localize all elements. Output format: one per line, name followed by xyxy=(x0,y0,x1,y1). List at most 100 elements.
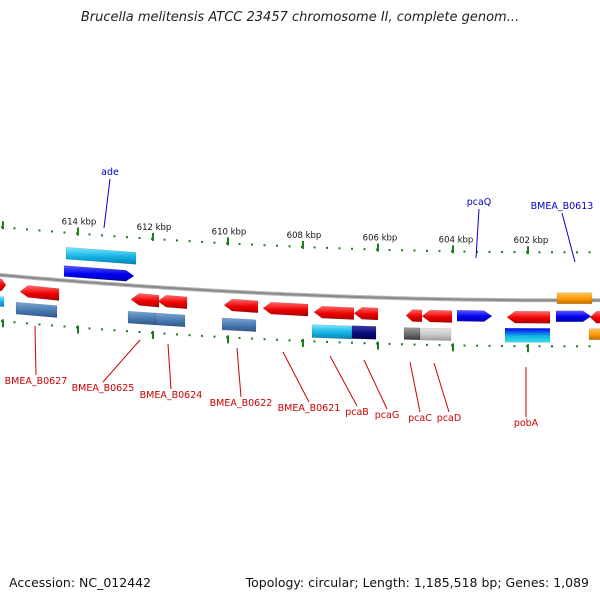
gene-label-pcaB: pcaB xyxy=(345,407,369,418)
scale-label: 602 kbp xyxy=(514,236,549,246)
leader-line-BMEA_B0622 xyxy=(236,347,242,398)
lower-scale-track-tick xyxy=(463,344,466,347)
upper-scale-track-tick xyxy=(338,247,341,250)
scale-label: 604 kbp xyxy=(439,235,474,245)
lower-scale-track-tick xyxy=(251,337,253,340)
upper-scale-track-tick xyxy=(463,250,466,253)
gene-arrow-pobA xyxy=(504,327,551,343)
upper-scale-track-tick xyxy=(163,238,166,241)
upper-scale-track-tick xyxy=(288,245,291,248)
upper-scale-track-tick xyxy=(388,248,391,251)
lower-scale-track-tick xyxy=(538,345,541,348)
upper-scale-track-major-tick xyxy=(152,232,154,241)
gene-arrow-BMEA_B0622 xyxy=(221,317,257,332)
upper-scale-track-tick xyxy=(488,250,491,253)
upper-scale-track-major-tick xyxy=(227,237,229,246)
upper-scale-track-major-tick xyxy=(2,221,4,230)
upper-scale-track-tick xyxy=(101,234,103,237)
lower-scale-track-tick xyxy=(488,344,491,347)
gene-arrow-edge-right-orange xyxy=(588,328,600,340)
upper-scale-track-tick xyxy=(38,229,41,232)
gene-arrow-BMEA_B0627 xyxy=(15,301,58,318)
upper-scale-track-major-tick xyxy=(302,240,304,249)
lower-scale-track-major-tick xyxy=(377,341,379,350)
upper-scale-track-tick xyxy=(313,246,316,249)
lower-scale-track-tick xyxy=(63,325,66,328)
gene-label-pcaQ: pcaQ xyxy=(467,197,492,208)
gene-arrow-BMEA_B0613 xyxy=(555,310,592,323)
lower-scale-track-tick xyxy=(163,332,166,335)
scale-label: 610 kbp xyxy=(212,227,247,237)
gene-arrow-BMEA_B0624 xyxy=(155,312,186,328)
lower-scale-track-tick xyxy=(26,322,28,325)
lower-scale-track-tick xyxy=(388,342,391,345)
lower-scale-track-tick xyxy=(51,324,53,327)
gene-label-pcaD: pcaD xyxy=(437,413,461,424)
topology-text: Topology: circular; Length: 1,185,518 bp… xyxy=(245,575,589,590)
lower-scale-track-tick xyxy=(401,343,403,346)
gene-label-BMEA_B0622: BMEA_B0622 xyxy=(210,398,273,409)
lower-scale-track-tick xyxy=(213,335,216,338)
lower-scale-track-tick xyxy=(38,323,41,326)
upper-scale-track-tick xyxy=(551,251,553,254)
genome-backbone-core xyxy=(0,273,600,302)
gene-arrow-pcaG xyxy=(351,325,377,340)
lower-scale-track-tick xyxy=(188,334,191,337)
upper-scale-track-tick xyxy=(563,251,566,254)
lower-scale-track-tick xyxy=(563,345,566,348)
lower-scale-track-tick xyxy=(413,343,416,346)
upper-scale-track-tick xyxy=(538,251,541,254)
gene-label-pcaC: pcaC xyxy=(408,413,432,424)
lower-scale-track-tick xyxy=(88,327,91,330)
upper-scale-track-tick xyxy=(251,243,253,246)
scale-label: 612 kbp xyxy=(137,223,172,233)
lower-scale-track-tick xyxy=(276,338,278,341)
gene-arrow-ade-cyan xyxy=(65,246,137,265)
map-title: Brucella melitensis ATCC 23457 chromosom… xyxy=(80,10,520,25)
lower-scale-track-tick xyxy=(238,336,241,339)
upper-scale-track-tick xyxy=(401,249,403,252)
gene-arrow-pcaD xyxy=(419,327,452,341)
gene-arrow-ade xyxy=(63,265,135,282)
lower-scale-track-tick xyxy=(13,321,16,324)
gene-label-BMEA_B0624: BMEA_B0624 xyxy=(140,390,203,401)
lower-scale-track-tick xyxy=(426,343,428,346)
leader-line-pcaD xyxy=(433,362,450,413)
upper-scale-track-tick xyxy=(51,230,53,233)
scale-label: 614 kbp xyxy=(62,218,97,228)
lower-scale-track-tick xyxy=(313,340,316,343)
gene-label-pobA: pobA xyxy=(514,418,539,429)
upper-scale-track-tick xyxy=(576,251,578,254)
gene-arrow-pcaH2 xyxy=(353,306,379,321)
gene-label-BMEA_B0627: BMEA_B0627 xyxy=(5,376,68,387)
gene-label-pcaG: pcaG xyxy=(375,410,399,421)
gene-arrow-pcaH xyxy=(313,305,355,320)
upper-scale-track-tick xyxy=(113,235,116,238)
lower-scale-track-major-tick xyxy=(527,344,529,353)
lower-scale-track-major-tick xyxy=(227,335,229,344)
gene-arrow-pcaC xyxy=(403,327,421,341)
lower-scale-track-tick xyxy=(176,333,178,336)
lower-scale-track-major-tick xyxy=(152,330,154,339)
leader-line-ade xyxy=(103,178,111,229)
lower-scale-track-major-tick xyxy=(302,338,304,347)
upper-scale-track-tick xyxy=(351,247,353,250)
leader-line-BMEA_B0624 xyxy=(167,343,172,390)
upper-scale-track-tick xyxy=(413,249,416,252)
gene-arrow-BMEA_B0626b xyxy=(157,294,188,310)
leader-line-BMEA_B0625 xyxy=(102,339,141,383)
gene-arrow-BMEA_B0626a xyxy=(130,293,160,308)
lower-scale-track-tick xyxy=(551,345,553,348)
leader-line-pcaQ xyxy=(475,208,480,259)
lower-scale-track-tick xyxy=(338,341,341,344)
scale-label: 608 kbp xyxy=(287,231,322,241)
upper-scale-track-tick xyxy=(238,242,241,245)
gene-arrow-BMEA_B0621 xyxy=(262,301,309,317)
upper-scale-track-tick xyxy=(326,246,328,249)
lower-scale-track-tick xyxy=(501,345,503,348)
lower-scale-track-major-tick xyxy=(452,343,454,352)
upper-scale-track-tick xyxy=(188,240,191,243)
gene-arrow-pcaD-fwd xyxy=(421,309,453,323)
gene-arrow-BMEA_B0623 xyxy=(223,298,259,314)
upper-scale-track-major-tick xyxy=(377,243,379,252)
